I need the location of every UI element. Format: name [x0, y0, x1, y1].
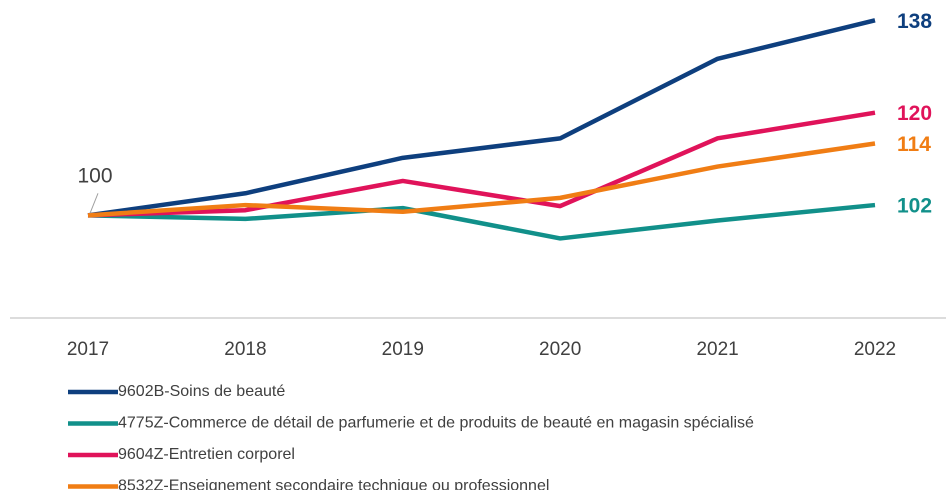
- end-value-label: 102: [897, 195, 932, 218]
- x-tick-label: 2019: [382, 339, 424, 360]
- legend-label: 9602B-Soins de beauté: [118, 383, 285, 400]
- series-line: [87, 18, 876, 218]
- x-tick-label: 2021: [696, 339, 738, 360]
- x-tick-label: 2018: [224, 339, 266, 360]
- start-value-label: 100: [77, 165, 112, 188]
- annotation-leader: [89, 193, 99, 214]
- end-value-label: 114: [897, 133, 931, 156]
- series-line: [87, 110, 876, 218]
- legend-label: 8532Z-Enseignement secondaire technique …: [118, 478, 549, 490]
- x-tick-label: 2022: [854, 339, 896, 360]
- end-value-label: 138: [897, 10, 932, 33]
- end-value-label: 120: [897, 102, 932, 125]
- legend-label: 4775Z-Commerce de détail de parfumerie e…: [118, 415, 754, 432]
- series-line: [87, 141, 876, 218]
- legend-label: 9604Z-Entretien corporel: [118, 446, 295, 463]
- x-tick-label: 2020: [539, 339, 581, 360]
- series-line: [87, 202, 876, 241]
- x-tick-label: 2017: [67, 339, 109, 360]
